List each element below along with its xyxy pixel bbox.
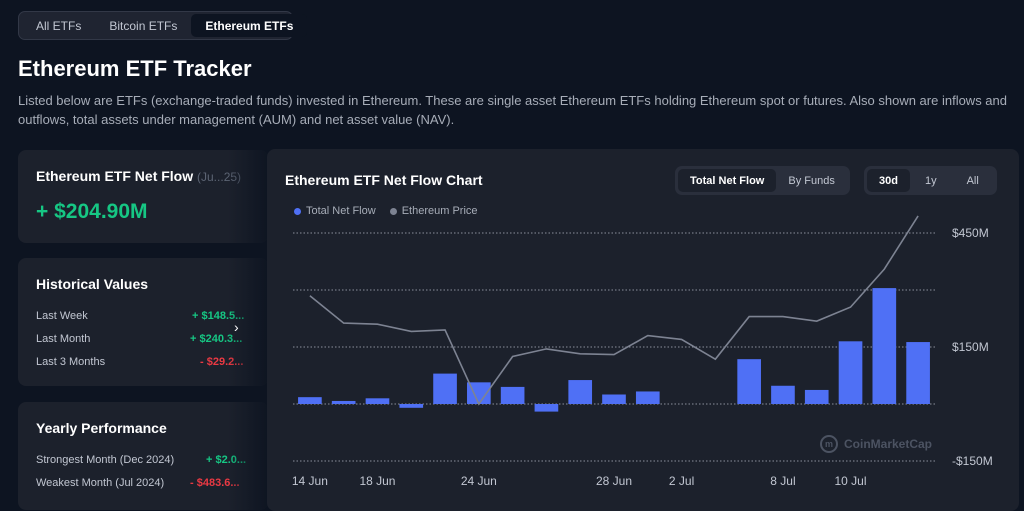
range-30d-toggle[interactable]: 30d <box>867 169 910 192</box>
page-title: Ethereum ETF Tracker <box>18 56 252 81</box>
coinmarketcap-logo-icon: m <box>820 435 838 453</box>
net-flow-bar <box>635 391 660 404</box>
net-flow-bar <box>737 359 761 404</box>
range-all-toggle[interactable]: All <box>966 174 979 187</box>
net-flow-bar <box>804 389 829 404</box>
net-flow-bar <box>602 394 626 404</box>
range-toggle: 30d 1y All <box>864 166 997 195</box>
tab-ethereum-etfs[interactable]: Ethereum ETFs <box>191 14 308 37</box>
card-fade <box>228 150 268 243</box>
net-flow-card: Ethereum ETF Net Flow (Ju...25) + $204.9… <box>18 150 268 243</box>
row-label: Last 3 Months <box>36 356 106 368</box>
legend-label: Total Net Flow <box>306 205 376 217</box>
legend-dot-icon <box>294 207 301 215</box>
legend-dot-icon <box>389 207 397 215</box>
etf-type-tabs: All ETFs Bitcoin ETFs Ethereum ETFs <box>18 11 308 40</box>
x-tick-label: 8 Jul <box>770 474 795 488</box>
row-label: Weakest Month (Jul 2024) <box>36 477 165 489</box>
chart-title: Ethereum ETF Net Flow Chart <box>285 172 483 188</box>
yearly-row-weakest: Weakest Month (Jul 2024) - $483.6... <box>36 477 268 489</box>
card-fade <box>228 258 268 386</box>
x-tick-label: 10 Jul <box>835 474 867 488</box>
net-flow-chart: $450M $150M -$150M 14 Jun 18 Jun 24 Jun 28 Jun… <box>292 215 993 488</box>
watermark-text: CoinMarketCap <box>844 437 933 451</box>
net-flow-bar <box>433 373 457 404</box>
x-tick-label: 28 Jun <box>596 474 632 488</box>
yearly-performance-card: Yearly Performance Strongest Month (Dec … <box>18 402 268 510</box>
net-flow-bar <box>872 288 897 404</box>
net-flow-bar <box>906 342 930 404</box>
yearly-performance-title: Yearly Performance <box>36 420 167 436</box>
x-tick-label: 24 Jun <box>461 474 497 488</box>
x-tick-label: 2 Jul <box>669 474 694 488</box>
net-flow-bar <box>298 397 322 404</box>
range-1y-toggle[interactable]: 1y <box>924 174 937 187</box>
y-tick-label: -$150M <box>952 454 993 468</box>
y-tick-label: $450M <box>952 226 989 240</box>
view-toggle: Total Net Flow By Funds <box>675 166 850 195</box>
x-tick-label: 18 Jun <box>359 474 395 488</box>
net-flow-bar <box>568 380 593 404</box>
net-flow-bar <box>331 400 356 404</box>
row-value: - $483.6... <box>190 477 240 489</box>
net-flow-bar <box>771 385 795 404</box>
net-flow-value: + $204.90M <box>36 200 148 223</box>
net-flow-bar <box>467 382 491 404</box>
page-description: Listed below are ETFs (exchange-traded f… <box>18 93 1007 127</box>
total-net-flow-toggle[interactable]: Total Net Flow <box>678 169 777 192</box>
net-flow-chart-card: Ethereum ETF Net Flow Chart Total Net Fl… <box>267 149 1019 511</box>
net-flow-bar <box>365 398 390 404</box>
row-label: Last Week <box>36 310 88 322</box>
net-flow-title-text: Ethereum ETF Net Flow <box>36 168 194 184</box>
net-flow-bar <box>534 404 559 412</box>
row-label: Last Month <box>36 333 91 345</box>
chart-legend: Total Net Flow Ethereum Price <box>294 205 478 217</box>
net-flow-bar <box>838 341 863 404</box>
legend-label: Ethereum Price <box>401 205 478 217</box>
historical-values-card: Historical Values Last Week + $148.5... … <box>18 258 268 386</box>
coinmarketcap-watermark: m CoinMarketCap <box>820 435 932 453</box>
net-flow-bar <box>399 404 424 408</box>
tab-all-etfs[interactable]: All ETFs <box>36 18 82 33</box>
tab-bitcoin-etfs[interactable]: Bitcoin ETFs <box>109 18 178 33</box>
chevron-right-icon[interactable]: › <box>234 319 239 335</box>
legend-total-net-flow[interactable]: Total Net Flow <box>294 205 376 217</box>
net-flow-title: Ethereum ETF Net Flow (Ju...25) <box>36 168 241 184</box>
x-tick-label: 14 Jun <box>292 474 328 488</box>
ethereum-price-line <box>309 215 919 406</box>
card-fade <box>228 402 268 510</box>
historical-values-title: Historical Values <box>36 276 149 292</box>
legend-ethereum-price[interactable]: Ethereum Price <box>389 205 478 217</box>
y-tick-label: $150M <box>952 340 989 354</box>
row-label: Strongest Month (Dec 2024) <box>36 454 175 466</box>
net-flow-bar <box>500 386 525 404</box>
by-funds-toggle[interactable]: By Funds <box>788 174 835 187</box>
